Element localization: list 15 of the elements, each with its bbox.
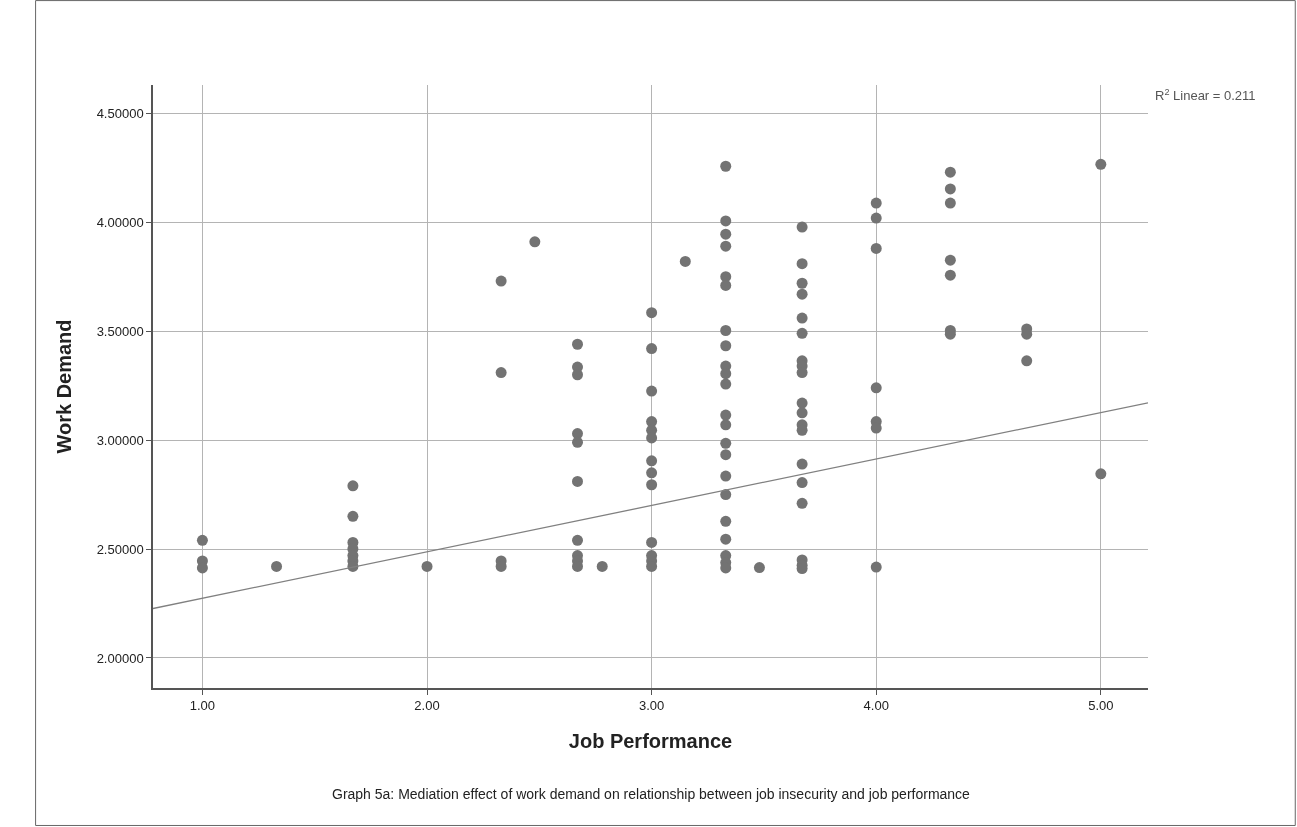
x-tick-label: 1.00	[189, 698, 216, 714]
text: R$^{2}$ Linear = 0.211	[1155, 87, 1256, 104]
x-axis-title: Job Performance	[568, 730, 733, 753]
x-tick-label: 5.00	[1088, 698, 1114, 714]
y-tick-label: 3.00000	[96, 432, 144, 448]
y-tick-label: 4.50000	[96, 105, 144, 121]
x-tick-label: 3.00	[638, 698, 665, 714]
y-tick-label: 2.00000	[96, 650, 144, 666]
y-tick-label: 4.00000	[96, 214, 144, 230]
y-axis-title: Work Demand	[52, 319, 75, 454]
y-tick-label: 3.50000	[96, 323, 144, 339]
y-tick-label: 2.50000	[96, 541, 144, 557]
caption: Graph 5a: Mediation effect of work demand on relationship between job insecurity and job performance	[332, 786, 971, 802]
x-tick-label: 2.00	[414, 698, 440, 714]
x-tick-label: 4.00	[863, 698, 889, 714]
